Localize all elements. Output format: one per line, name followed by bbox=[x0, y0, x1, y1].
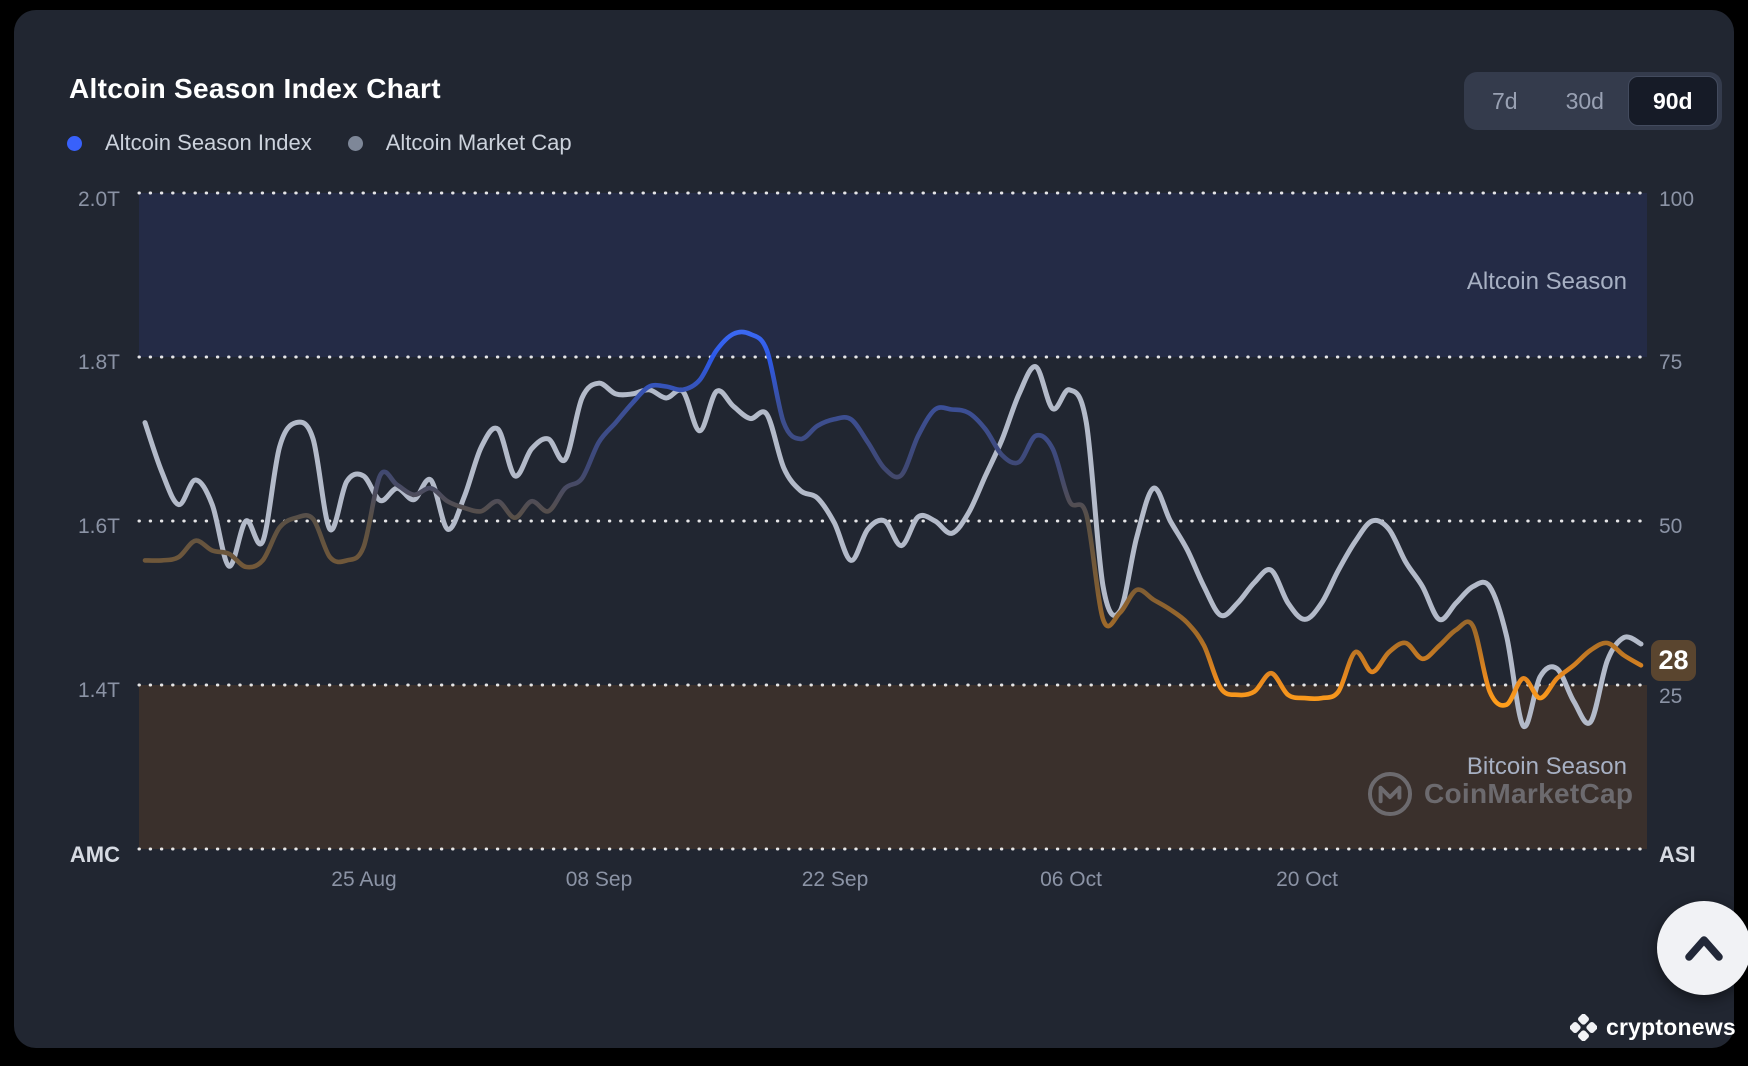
altcoin-season-band-label: Altcoin Season bbox=[1466, 268, 1627, 295]
range-button-30d[interactable]: 30d bbox=[1542, 76, 1628, 126]
range-button-90d[interactable]: 90d bbox=[1627, 76, 1718, 126]
legend-label: Altcoin Season Index bbox=[105, 130, 312, 155]
range-button-7d[interactable]: 7d bbox=[1468, 76, 1542, 126]
y-right-axis-name: ASI bbox=[1659, 842, 1696, 867]
y-right-tick-100: 100 bbox=[1659, 188, 1695, 211]
current-value-badge: 28 bbox=[1651, 640, 1696, 681]
chevron-up-icon bbox=[1685, 936, 1723, 961]
x-tick-08-sep: 08 Sep bbox=[565, 868, 633, 891]
legend-item-altcoin-market-cap[interactable]: Altcoin Market Cap bbox=[347, 130, 572, 156]
x-tick-20-oct: 20 Oct bbox=[1276, 868, 1338, 891]
y-left-tick-1.6T: 1.6T bbox=[77, 515, 120, 538]
x-tick-25-aug: 25 Aug bbox=[331, 868, 397, 891]
legend-dot-blue-icon bbox=[67, 135, 82, 151]
legend-label: Altcoin Market Cap bbox=[385, 130, 572, 155]
legend-dot-gray-icon bbox=[347, 135, 363, 151]
x-tick-22-sep: 22 Sep bbox=[801, 868, 869, 891]
legend-item-altcoin-season-index[interactable]: Altcoin Season Index bbox=[67, 130, 312, 156]
chart-card: Altcoin Season Index Chart Altcoin Seaso… bbox=[14, 10, 1748, 1048]
x-tick-06-oct: 06 Oct bbox=[1040, 868, 1102, 891]
y-right-tick-75: 75 bbox=[1659, 351, 1683, 374]
cryptonews-brand: cryptonews bbox=[1570, 1014, 1736, 1041]
cryptonews-label: cryptonews bbox=[1606, 1014, 1736, 1040]
coinmarketcap-watermark: CoinMarketCap bbox=[1366, 770, 1633, 818]
y-left-tick-2.0T: 2.0T bbox=[77, 188, 120, 211]
y-left-tick-1.4T: 1.4T bbox=[77, 679, 120, 702]
time-range-selector: 7d 30d 90d bbox=[1464, 72, 1722, 130]
legend: Altcoin Season Index Altcoin Market Cap bbox=[67, 130, 572, 156]
cryptonews-logo-icon bbox=[1570, 1014, 1597, 1041]
page-title: Altcoin Season Index Chart bbox=[69, 73, 441, 104]
watermark-text: CoinMarketCap bbox=[1424, 778, 1634, 809]
chart-canvas[interactable] bbox=[137, 191, 1649, 851]
coinmarketcap-logo-icon bbox=[1367, 771, 1413, 817]
y-left-tick-1.8T: 1.8T bbox=[77, 351, 120, 374]
y-left-axis-name: AMC bbox=[69, 842, 120, 867]
y-right-tick-25: 25 bbox=[1659, 685, 1683, 708]
scroll-to-top-button[interactable] bbox=[1657, 901, 1748, 995]
y-right-tick-50: 50 bbox=[1659, 515, 1683, 538]
bitcoin-season-band-label: Bitcoin Season bbox=[1466, 753, 1627, 780]
